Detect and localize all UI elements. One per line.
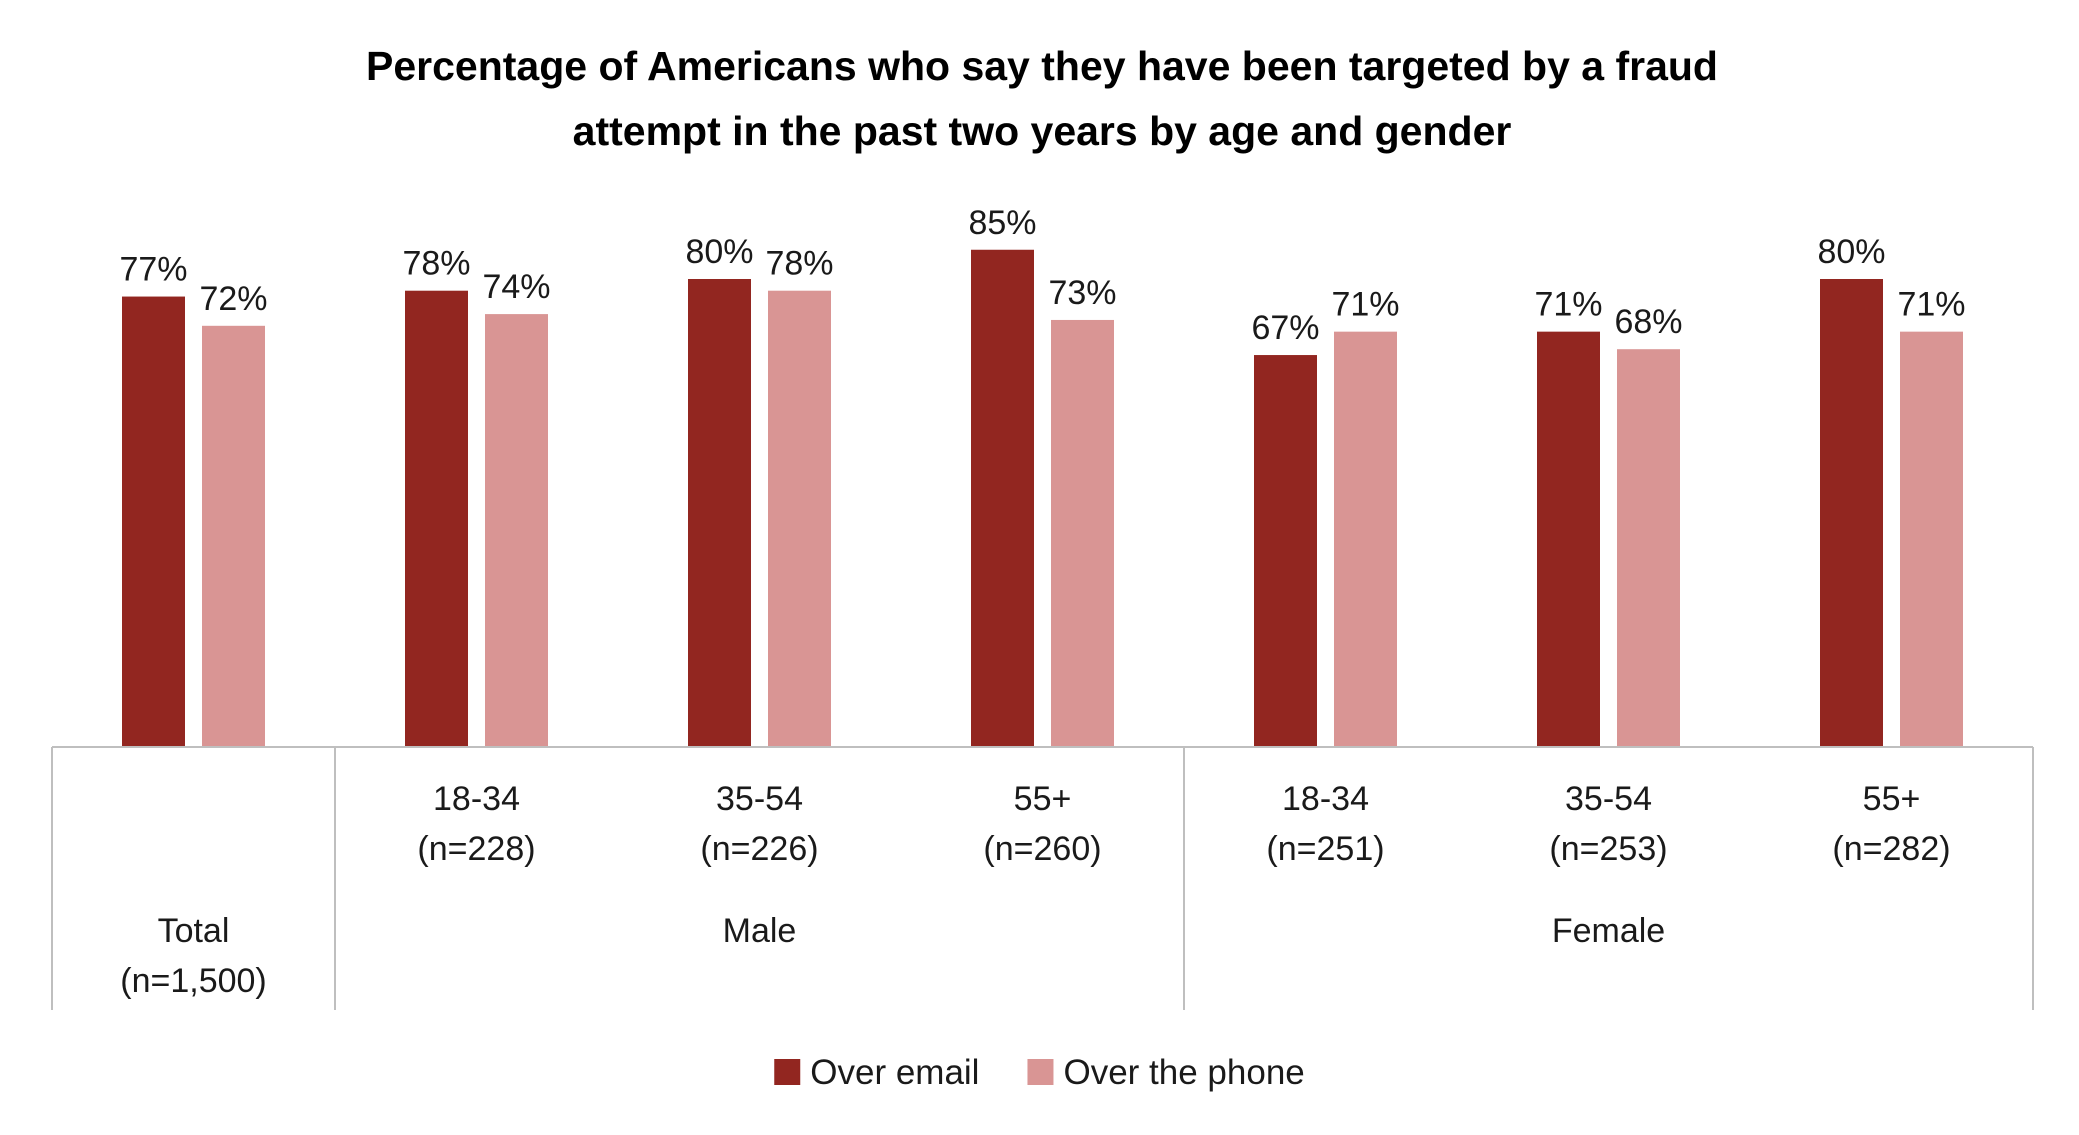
data-label-phone-5: 68%	[1614, 303, 1682, 341]
category-label-5-line-1: (n=253)	[1549, 830, 1667, 868]
data-label-phone-1: 74%	[482, 268, 550, 306]
data-label-email-3: 85%	[968, 204, 1036, 242]
category-label-4-line-0: 18-34	[1282, 780, 1369, 818]
group-label-male: Male	[723, 912, 797, 950]
legend-label-phone: Over the phone	[1063, 1053, 1304, 1092]
chart-title-line-1: Percentage of Americans who say they hav…	[366, 43, 1718, 89]
legend-label-email: Over email	[810, 1053, 979, 1092]
category-label-1-line-1: (n=228)	[417, 830, 535, 868]
bar-email-5	[1537, 331, 1600, 747]
category-label-2-line-0: 35-54	[716, 780, 803, 818]
category-label-4-line-1: (n=251)	[1266, 830, 1384, 868]
bar-phone-1	[485, 314, 548, 747]
legend-swatch-email	[774, 1059, 801, 1085]
data-label-phone-3: 73%	[1048, 274, 1116, 312]
bar-phone-2	[768, 290, 831, 747]
category-axis: Total (n=1,500) 18-34 (n=228) 35-54 (n=226) 55…	[51, 746, 2034, 1010]
data-label-email-1: 78%	[402, 245, 470, 283]
bar-phone-5	[1617, 349, 1680, 747]
category-label-6-line-0: 55+	[1863, 780, 1921, 818]
group-label-female: Female	[1552, 912, 1665, 950]
legend: Over email Over the phone	[774, 1053, 1305, 1092]
bar-phone-0	[202, 325, 265, 747]
bar-email-3	[971, 249, 1034, 747]
category-label-5-line-0: 35-54	[1565, 780, 1652, 818]
category-label-0-line-0: Total	[158, 912, 230, 950]
category-label-2-line-1: (n=226)	[700, 830, 818, 868]
category-label-3-line-1: (n=260)	[983, 830, 1101, 868]
bar-email-4	[1254, 355, 1317, 747]
bar-phone-3	[1051, 319, 1114, 747]
bar-phone-4	[1334, 331, 1397, 747]
category-label-1-line-0: 18-34	[433, 780, 520, 818]
bar-email-2	[688, 279, 751, 747]
data-label-email-2: 80%	[685, 233, 753, 271]
data-label-email-0: 77%	[119, 251, 187, 289]
data-label-phone-2: 78%	[765, 245, 833, 283]
category-label-3-line-0: 55+	[1014, 780, 1072, 818]
data-label-phone-0: 72%	[199, 280, 267, 318]
data-label-phone-6: 71%	[1897, 286, 1965, 324]
data-label-email-4: 67%	[1251, 309, 1319, 347]
data-label-email-6: 80%	[1817, 233, 1885, 271]
data-label-email-5: 71%	[1534, 286, 1602, 324]
chart-title-line-2: attempt in the past two years by age and…	[573, 108, 1512, 154]
bars-layer	[122, 249, 1963, 747]
data-labels-layer: 77% 72% 78% 74% 80% 78% 85% 73% 67% 71% 71% 68% 80% 7…	[119, 204, 1965, 347]
bar-email-0	[122, 296, 185, 747]
data-label-phone-4: 71%	[1331, 286, 1399, 324]
category-label-0-line-1: (n=1,500)	[120, 962, 267, 1000]
bar-email-1	[405, 290, 468, 747]
category-label-6-line-1: (n=282)	[1832, 830, 1950, 868]
bar-email-6	[1820, 279, 1883, 747]
bar-phone-6	[1900, 331, 1963, 747]
legend-swatch-phone	[1027, 1059, 1054, 1085]
